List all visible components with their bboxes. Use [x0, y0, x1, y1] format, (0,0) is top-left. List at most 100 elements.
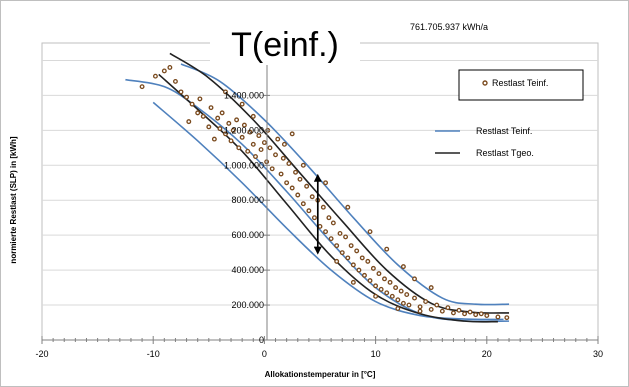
scatter-point-117: [417, 308, 423, 314]
scatter-point-79: [393, 285, 399, 291]
scatter-point-8: [189, 101, 195, 107]
x-tick-label-4: 20: [482, 349, 492, 359]
scatter-point-47: [304, 183, 310, 189]
scatter-point-104: [281, 141, 287, 147]
y-tick-label-7: 1.400.000: [224, 90, 264, 100]
scatter-point-13: [208, 105, 214, 111]
x-axis-title: Allokationstemperatur in [°C]: [265, 370, 376, 379]
scatter-point-107: [345, 204, 351, 210]
scatter-point-17: [219, 110, 225, 116]
scatter-point-111: [412, 276, 417, 282]
scatter-point-24: [239, 134, 245, 140]
scatter-point-39: [280, 155, 286, 161]
scatter-point-109: [384, 246, 390, 252]
scatter-point-12: [206, 124, 212, 130]
chart-title: T(einf.): [231, 26, 339, 64]
x-tick-label-1: -10: [147, 349, 160, 359]
scatter-point-52: [317, 223, 323, 229]
scatter-point-3: [167, 65, 173, 70]
scatter-point-82: [400, 300, 406, 306]
y-grid: [42, 59, 598, 306]
legend-box: [458, 69, 584, 101]
y-tick-label-6: 1.200.000: [224, 125, 264, 135]
scatter-point-26: [245, 148, 251, 154]
scatter-point-25: [241, 122, 247, 128]
x-tick-labels: -20 -10 0 10 20 30: [35, 349, 603, 359]
scatter-point-35: [269, 166, 275, 172]
scatter-point-6: [184, 94, 190, 100]
scatter-point-22: [234, 117, 240, 123]
scatter-point-63: [348, 243, 354, 249]
scatter-point-67: [359, 255, 365, 261]
annotation-total: 761.705.937 kWh/a: [410, 22, 488, 32]
scatter-point-62: [345, 255, 351, 261]
scatter-point-77: [387, 279, 393, 285]
scatter-point-68: [362, 272, 367, 278]
scatter-point-90: [439, 308, 445, 314]
scatter-point-14: [211, 136, 217, 142]
scatter-point-78: [389, 293, 395, 299]
scatter-point-36: [273, 152, 278, 158]
x-tick-label-3: 10: [371, 349, 381, 359]
scatter-point-54: [323, 229, 329, 235]
x-tick-label-2: 0: [262, 349, 267, 359]
scatter-point-74: [378, 286, 384, 292]
x-tick-label-0: -20: [35, 349, 48, 359]
y-tick-label-2: 400.000: [231, 265, 264, 275]
scatter-point-112: [428, 285, 434, 291]
scatter-point-53: [320, 204, 326, 210]
scatter-point-4: [172, 78, 178, 84]
scatter-point-91: [445, 305, 451, 311]
scatter-point-46: [300, 201, 306, 207]
scatter-point-115: [373, 293, 379, 299]
legend-marker-scatter: [482, 80, 488, 86]
scatter-point-2: [161, 68, 167, 74]
scatter-point-106: [323, 180, 329, 186]
scatter-point-11: [200, 113, 206, 119]
legend-label-blue-line: Restlast Teinf.: [476, 126, 532, 136]
series-line-1-1: [180, 63, 510, 306]
scatter-point-61: [343, 234, 349, 240]
scatter-point-7: [186, 119, 192, 125]
y-tick-label-4: 800.000: [231, 195, 264, 205]
scatter-point-41: [286, 161, 292, 166]
scatter-point-70: [367, 278, 373, 284]
scatter-point-108: [367, 229, 373, 235]
scatter-point-105: [300, 162, 306, 168]
scatter-point-32: [261, 140, 267, 146]
scatter-point-97: [478, 311, 484, 317]
scatter-point-1: [152, 73, 158, 79]
title-backdrop: [210, 23, 360, 65]
scatter-point-118: [223, 89, 228, 95]
scatter-point-72: [373, 283, 379, 289]
series-line-2-1: [158, 73, 498, 323]
scatter-point-30: [256, 133, 262, 139]
legend-label-dark-line: Restlast Tgeo.: [476, 148, 534, 158]
scatter-point-98: [484, 313, 490, 318]
scatter-point-37: [275, 136, 281, 142]
scatter-point-102: [250, 113, 256, 119]
y-tick-label-1: 200.000: [231, 300, 264, 310]
scatter-point-34: [267, 145, 273, 151]
scatter-point-75: [382, 276, 387, 282]
scatter-point-81: [398, 288, 404, 294]
scatter-point-56: [328, 236, 334, 242]
scatter-point-40: [284, 180, 290, 186]
scatter-point-64: [350, 262, 356, 268]
scatter-point-73: [376, 271, 382, 277]
x-tick-label-5: 30: [593, 349, 603, 359]
scatter-point-110: [400, 264, 406, 270]
scatter-point-71: [370, 265, 376, 271]
scatter-point-38: [278, 171, 284, 177]
scatter-point-44: [295, 192, 301, 198]
scatter-point-101: [239, 101, 245, 107]
scatter-point-9: [195, 110, 201, 116]
scatter-point-48: [306, 208, 312, 214]
legend-label-scatter: Restlast Teinf.: [492, 78, 548, 88]
scatter-point-31: [258, 147, 264, 153]
scatter-point-57: [330, 220, 336, 226]
scatter-point-114: [350, 279, 356, 285]
scatter-point-50: [311, 215, 317, 221]
scatter-point-94: [462, 311, 468, 317]
